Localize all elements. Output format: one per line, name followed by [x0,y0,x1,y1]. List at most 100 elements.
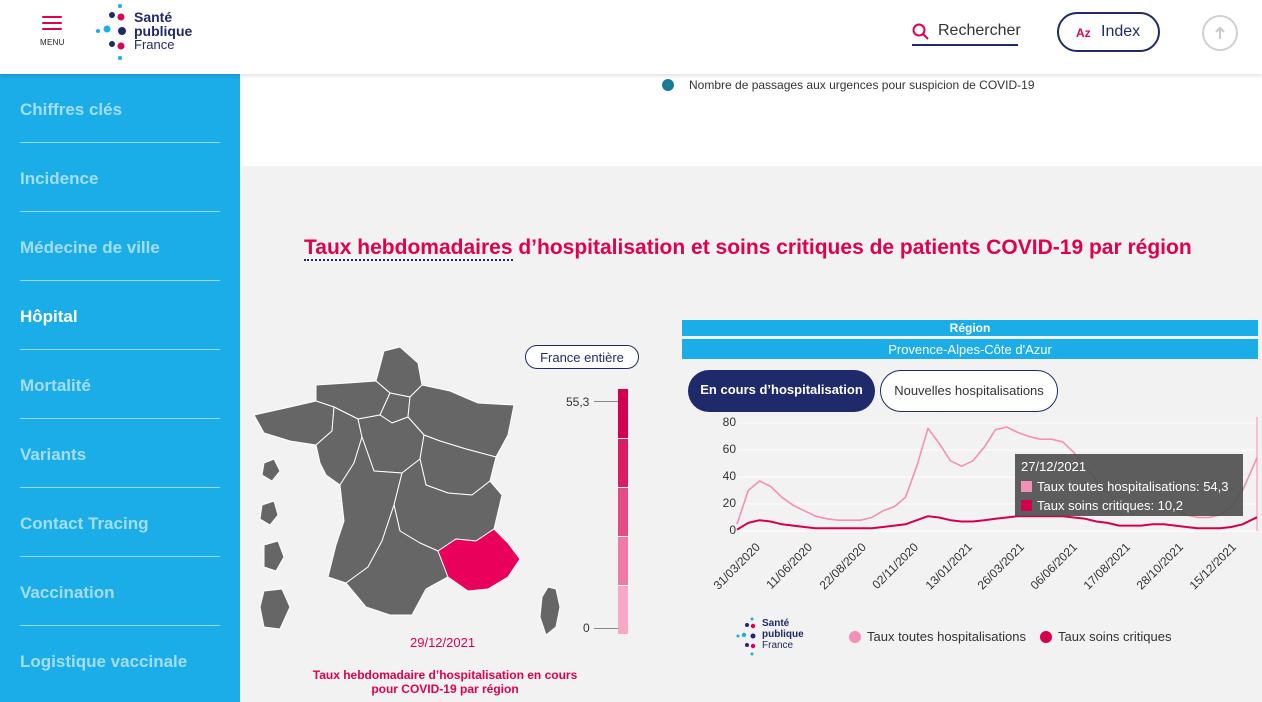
sidebar-item-medecine-de-ville[interactable]: Médecine de ville [20,212,220,281]
az-icon: Az [1076,26,1091,40]
sidebar-item-label: Variants [20,445,87,464]
sidebar-item-incidence[interactable]: Incidence [20,143,220,212]
legend-dot [1040,631,1052,643]
sidebar-item-label: Médecine de ville [20,238,160,257]
scale-step [618,438,628,487]
chart-tooltip: 27/12/2021 Taux toutes hospitalisations:… [1015,454,1243,516]
y-tick-label: 20 [722,496,736,510]
tab-label: Nouvelles hospitalisations [894,383,1044,398]
scale-max-label: 55,3 [566,395,590,409]
header: MENU Santé publique France Rechercher Az… [0,0,1262,74]
logo-line2: publique [762,629,804,640]
sidebar-item-label: Vaccination [20,583,115,602]
search-icon [912,23,929,40]
tooltip-row-all: Taux toutes hospitalisations: 54,3 [1021,479,1229,494]
section-title-rest: d’hospitalisation et soins critiques de … [512,236,1192,259]
legend-dot-urgences [662,79,674,91]
sidebar-item-variants[interactable]: Variants [20,419,220,488]
logo-line1: Santé [762,618,790,629]
region-overseas-2 [259,500,279,526]
scale-tick-max [594,401,618,402]
region-overseas-1 [261,458,281,482]
tooltip-swatch [1021,481,1032,492]
region-select[interactable]: Provence-Alpes-Côte d'Azur [682,339,1258,359]
scale-step [618,487,628,536]
sidebar-item-logistique-vaccinale[interactable]: Logistique vaccinale [20,626,220,695]
spf-small-logo-text: Santé publique France [762,618,804,651]
scale-min-label: 0 [583,621,590,635]
sidebar-item-label: Hôpital [20,307,78,326]
sidebar-item-chiffres-cles[interactable]: Chiffres clés [20,74,220,143]
map-date: 29/12/2021 [410,635,476,650]
hamburger-icon-bar [42,22,62,24]
france-map[interactable] [250,345,570,640]
region-selected-value: Provence-Alpes-Côte d'Azur [888,342,1052,357]
logo-dots-icon [96,4,126,60]
region-header: Région [682,320,1258,336]
section-title-link[interactable]: Taux hebdomadaires [304,236,513,261]
legend-label: Taux soins critiques [1058,629,1172,644]
sidebar-item-mortalite[interactable]: Mortalité [20,350,220,419]
tooltip-row-critical: Taux soins critiques: 10,2 [1021,498,1183,513]
tab-nouvelles-hospitalisations[interactable]: Nouvelles hospitalisations [880,370,1058,412]
legend-toutes-hospitalisations[interactable]: Taux toutes hospitalisations [849,629,1026,644]
scale-step [618,536,628,585]
legend-soins-critiques[interactable]: Taux soins critiques [1040,629,1171,644]
sidebar-item-label: Contact Tracing [20,514,149,533]
hamburger-icon [42,16,62,18]
sidebar-item-vaccination[interactable]: Vaccination [20,557,220,626]
y-tick-label: 0 [729,523,736,537]
logo-line2: publique [134,23,193,39]
menu-label: MENU [40,38,65,47]
menu-button[interactable]: MENU [38,14,68,50]
france-entiere-button[interactable]: France entière [525,345,639,369]
tooltip-date: 27/12/2021 [1021,459,1087,474]
logo-line1: Santé [134,9,173,25]
index-button[interactable]: Az Index [1057,12,1160,52]
arrow-up-icon [1215,26,1225,39]
previous-chart-area [240,74,1262,166]
scale-step [618,585,628,634]
series-line-soins-critiques[interactable] [736,515,1258,531]
tooltip-text: Taux toutes hospitalisations: 54,3 [1037,479,1229,494]
logo-line3: France [134,37,175,52]
region-corse [539,586,561,636]
hamburger-icon-bar [42,28,62,30]
logo-line3: France [762,640,794,651]
scale-tick-min [594,628,618,629]
legend-label-urgences[interactable]: Nombre de passages aux urgences pour sus… [689,78,1035,92]
color-scale [618,389,628,636]
section-title: Taux hebdomadaires d’hospitalisation et … [304,236,1192,261]
france-entiere-label: France entière [540,350,624,365]
tooltip-swatch [1021,500,1032,511]
sidebar-item-label: Chiffres clés [20,100,123,119]
y-tick-label: 40 [722,469,736,483]
line-chart[interactable]: 0 20 40 60 80 31/03/2020 11/06/2020 22/08/2020 0… [682,414,1262,604]
scale-step [618,389,628,438]
santepubliquefrance-logo[interactable]: Santé publique France [92,2,212,62]
logo-text: Santé publique France [134,10,192,52]
legend-label: Taux toutes hospitalisations [867,629,1026,644]
search-button[interactable]: Rechercher [912,20,1021,46]
y-tick-label: 80 [722,415,736,429]
logo-dots-icon [736,617,756,656]
tooltip-text: Taux soins critiques: 10,2 [1037,498,1183,513]
spf-small-logo: Santé publique France [734,616,814,658]
region-overseas-3 [263,540,285,572]
index-label: Index [1101,23,1141,40]
region-overseas-4 [259,588,291,630]
region-header-label: Région [949,321,991,335]
sidebar-item-hopital[interactable]: Hôpital [20,281,220,350]
region-paca [437,528,521,592]
sidebar-item-contact-tracing[interactable]: Contact Tracing [20,488,220,557]
map-caption: Taux hebdomadaire d’hospitalisation en c… [312,668,578,696]
y-tick-label: 60 [722,442,736,456]
sidebar: Chiffres clés Incidence Médecine de vill… [0,74,240,702]
scroll-top-button[interactable] [1202,15,1238,51]
sidebar-item-label: Logistique vaccinale [20,652,188,671]
tab-en-cours-hospitalisation[interactable]: En cours d’hospitalisation [688,370,875,412]
sidebar-item-label: Incidence [20,169,99,188]
legend-dot [849,631,861,643]
tab-label: En cours d’hospitalisation [700,382,863,397]
region-bretagne [253,400,335,446]
